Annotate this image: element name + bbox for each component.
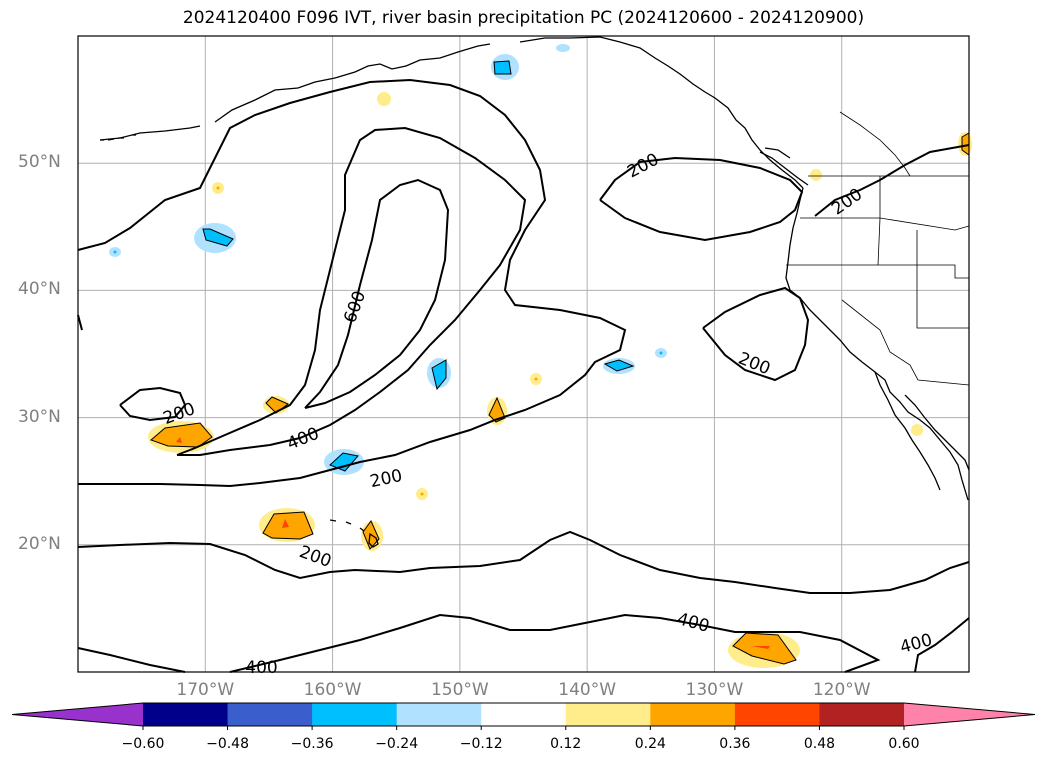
lon-label: 130°W xyxy=(685,680,744,700)
positive-blob xyxy=(259,508,315,542)
colorbar-segment xyxy=(227,703,313,726)
positive-blob xyxy=(728,632,800,668)
ivt-contours xyxy=(77,78,970,673)
negative-blob xyxy=(109,44,667,358)
lon-label: 140°W xyxy=(558,680,617,700)
negative-blob xyxy=(427,358,451,391)
colorbar-tick-label: 0.48 xyxy=(803,736,836,752)
colorbar xyxy=(11,702,1036,730)
colorbar-segment xyxy=(312,703,398,726)
colorbar-tick-label: −0.12 xyxy=(459,736,503,752)
lon-label: 170°W xyxy=(176,680,235,700)
colorbar-tick-label: 0.60 xyxy=(888,736,920,752)
colorbar-tick-label: 0.36 xyxy=(719,736,751,752)
colorbar-segment xyxy=(396,703,482,726)
map-title: 2024120400 F096 IVT, river basin precipi… xyxy=(182,8,865,28)
positive-blob xyxy=(958,132,972,156)
colorbar-extend-low xyxy=(12,703,143,726)
negative-blob xyxy=(491,54,519,80)
map-frame xyxy=(77,35,970,673)
lat-label: 30°N xyxy=(18,406,61,427)
colorbar-extend-high xyxy=(904,703,1035,726)
colorbar-segment xyxy=(650,703,736,726)
lat-label: 50°N xyxy=(18,152,61,173)
positive-blob xyxy=(212,92,923,500)
colorbar-tick-label: 0.12 xyxy=(550,736,582,752)
negative-blob xyxy=(603,358,635,374)
colorbar-segment xyxy=(565,703,651,726)
lat-label: 20°N xyxy=(18,533,61,554)
colorbar-tick-label: 0.24 xyxy=(634,736,666,752)
colorbar-tick-label: −0.60 xyxy=(121,736,165,752)
colorbar-tick-label: −0.48 xyxy=(206,736,249,752)
lon-label: 160°W xyxy=(303,680,362,700)
negative-blob xyxy=(194,223,236,253)
colorbar-segment xyxy=(734,703,820,726)
positive-blob xyxy=(148,421,214,453)
ivt-contour-label: 400 xyxy=(245,658,278,679)
gridlines xyxy=(78,36,969,672)
colorbar-tick-label: −0.24 xyxy=(375,736,419,752)
lon-label: 150°W xyxy=(430,680,489,700)
colorbar-tick-label: −0.36 xyxy=(290,736,334,752)
lat-label: 40°N xyxy=(18,279,61,300)
colorbar-segment xyxy=(143,703,229,726)
lon-label: 120°W xyxy=(812,680,871,700)
precipitation-pc-shading xyxy=(109,44,972,668)
positive-blob xyxy=(487,396,507,425)
coastlines xyxy=(99,36,970,548)
colorbar-segment xyxy=(819,703,905,726)
political-boundaries xyxy=(786,111,970,386)
colorbar-segment xyxy=(481,703,567,726)
